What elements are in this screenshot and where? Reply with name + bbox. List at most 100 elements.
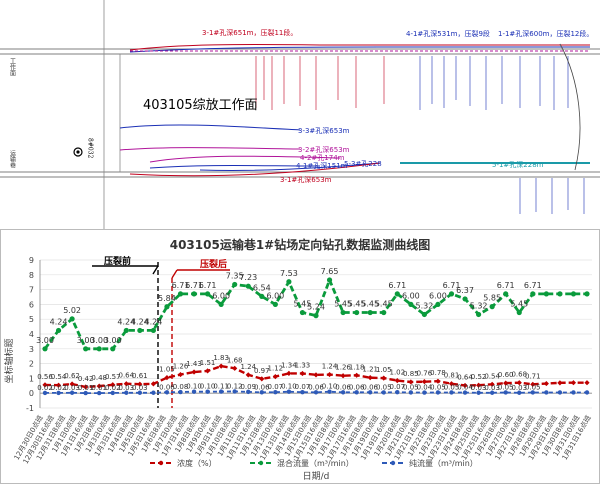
series-point xyxy=(272,374,278,380)
legend-marker xyxy=(158,460,164,466)
y-tick-label: 6 xyxy=(29,300,34,309)
series-point xyxy=(110,346,116,352)
series-point xyxy=(178,389,183,395)
series-point xyxy=(55,382,62,388)
series-point xyxy=(83,346,89,352)
series-point xyxy=(557,390,563,395)
hole-label-1-1: 1-1#孔深600m，压裂12段。 xyxy=(498,29,593,38)
series-point xyxy=(489,381,495,387)
data-label: 0.42 xyxy=(78,375,94,383)
data-label: 0.03 xyxy=(64,384,80,392)
hole-label-5-1: 5-1#孔深228m xyxy=(492,160,544,169)
x-axis-title: 日期/d xyxy=(303,471,330,482)
series-point xyxy=(300,389,305,395)
data-label: 0.05 xyxy=(430,383,446,391)
series-point xyxy=(326,277,333,283)
monitoring-chart: 403105运输巷1#钻场定向钻孔数据监测曲线图 坐标轴标题 -1 0 1 2 3 4 5 6… xyxy=(0,229,600,484)
data-label: 1.24 xyxy=(322,363,338,371)
data-label: 4.24 xyxy=(131,317,149,326)
series-point xyxy=(164,304,170,310)
data-label: 1.12 xyxy=(268,365,284,373)
series-point xyxy=(503,390,508,395)
data-label: 3.00 xyxy=(36,336,54,345)
series-point xyxy=(205,291,211,297)
series-point xyxy=(395,389,400,395)
series-point xyxy=(205,368,211,374)
data-label: 0.10 xyxy=(200,383,216,391)
series-point xyxy=(273,389,278,395)
series-point xyxy=(164,390,170,395)
fracture-annotations: 压裂前 压裂后 xyxy=(92,255,230,408)
series-point xyxy=(367,309,373,316)
before-arrow-head xyxy=(152,265,159,275)
y-tick-label: 1 xyxy=(29,374,34,383)
series-point xyxy=(476,311,482,318)
data-label: 0.04 xyxy=(457,384,473,392)
series-point xyxy=(381,390,386,395)
data-label: 0.09 xyxy=(240,383,256,391)
data-label: 1.33 xyxy=(295,362,311,370)
series-point xyxy=(381,309,387,316)
series-point xyxy=(232,365,238,371)
borehole-plan-sketch: 工作面 运输巷 xyxy=(0,0,600,229)
hole-label-3-1-top: 3-1#孔深651m，压裂11段。 xyxy=(202,28,297,37)
series-point xyxy=(259,293,265,300)
hole-label-4-2: 4-2#孔174m xyxy=(300,154,345,162)
series-point xyxy=(313,313,319,319)
data-label: 0.10 xyxy=(281,383,297,391)
data-label: 6.71 xyxy=(443,281,461,290)
y-tick-label: 5 xyxy=(29,315,34,324)
data-label: 0.56 xyxy=(37,373,53,381)
series-point xyxy=(462,296,468,302)
data-label: 0.78 xyxy=(430,369,446,377)
y-tick-label: 7 xyxy=(29,286,34,295)
series-line-2 xyxy=(45,390,587,395)
roadway-outlines xyxy=(0,0,600,229)
series-point xyxy=(435,301,441,307)
series-point xyxy=(299,309,306,316)
data-label: 0.05 xyxy=(525,383,541,391)
series-point xyxy=(327,389,332,394)
data-label: 0.06 xyxy=(349,383,365,391)
y-tick-label: 4 xyxy=(29,330,34,339)
data-label: 5.32 xyxy=(415,301,433,310)
data-label: 5.24 xyxy=(307,303,325,312)
data-label: 6.54 xyxy=(253,283,271,292)
data-label: 0.03 xyxy=(484,384,500,392)
data-label: 6.00 xyxy=(402,291,420,300)
series-point xyxy=(354,390,359,395)
legend: 浓度（%） 混合流量（m³/min） 纯流量（m³/min） xyxy=(150,458,478,468)
data-label: 0.06 xyxy=(254,383,270,391)
data-label: 0.85 xyxy=(403,370,419,378)
series-point xyxy=(570,291,577,297)
legend-label: 浓度（%） xyxy=(177,458,217,468)
data-label: 5.85 xyxy=(483,294,501,303)
series-point xyxy=(246,389,251,395)
series-point xyxy=(69,381,75,387)
series-point xyxy=(543,291,549,297)
series-point xyxy=(177,371,184,378)
point-label: 8#032 xyxy=(87,138,94,158)
series-point xyxy=(476,390,481,395)
series-point xyxy=(232,281,238,288)
hole-label-5-3: 5-3#孔228 xyxy=(344,160,382,168)
series-point xyxy=(96,346,102,352)
series-point xyxy=(110,382,116,388)
data-label: 6.71 xyxy=(199,281,217,290)
y-tick-label: -1 xyxy=(26,404,34,413)
data-label: 0.81 xyxy=(444,372,460,380)
series-point xyxy=(69,316,75,322)
data-label: 3.00 xyxy=(90,336,108,345)
data-label: 5.45 xyxy=(334,300,352,309)
series-point xyxy=(313,390,319,395)
series-point xyxy=(584,291,590,297)
y-tick-label: 8 xyxy=(29,271,34,280)
data-label: 1.18 xyxy=(349,363,365,371)
data-label: 0.05 xyxy=(444,383,460,391)
data-label: 0.07 xyxy=(295,383,311,391)
data-label: 0.60 xyxy=(498,371,514,379)
data-label: 0.03 xyxy=(119,384,135,392)
data-label: 7.65 xyxy=(321,267,339,276)
data-label: 5.45 xyxy=(510,300,528,309)
before-fracture-label: 压裂前 xyxy=(104,255,131,267)
